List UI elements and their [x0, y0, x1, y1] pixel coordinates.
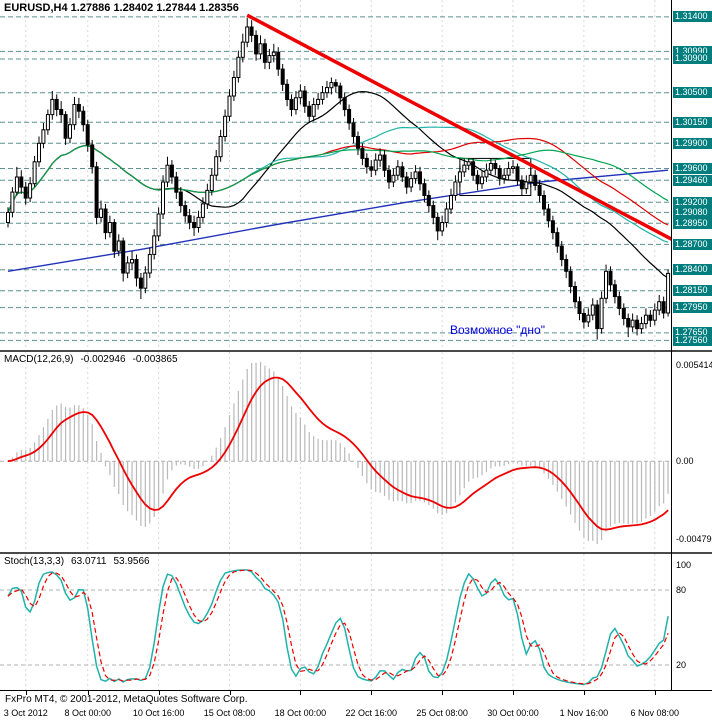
time-axis-label: 6 Nov 08:00 — [630, 708, 680, 718]
price-level-label: 1.30900 — [673, 53, 712, 65]
time-axis-label: 18 Oct 00:00 — [274, 708, 327, 718]
macd-panel[interactable]: MACD(12,26,9) -0.002946 -0.003865 0.005414… — [0, 352, 712, 552]
time-tick — [25, 691, 27, 695]
macd-label: MACD(12,26,9) -0.002946 -0.003865 — [4, 354, 185, 365]
price-level-label: 1.28400 — [673, 264, 712, 276]
macd-axis-max: 0.005414 — [676, 360, 712, 370]
price-level-label: 1.28950 — [673, 217, 712, 229]
price-level-label: 1.30990 — [673, 45, 712, 57]
panel-divider[interactable] — [0, 350, 712, 352]
price-chart-panel[interactable]: EURUSD,H4 1.27886 1.28402 1.27844 1.2835… — [0, 0, 712, 350]
time-axis[interactable]: FxPro MT4, © 2001-2012, MetaQuotes Softw… — [0, 691, 712, 727]
time-tick — [87, 691, 89, 695]
time-axis-label: 8 Oct 00:00 — [64, 708, 111, 718]
price-level-label: 1.30500 — [673, 87, 712, 99]
panel-divider[interactable] — [0, 552, 712, 554]
macd-plot[interactable] — [0, 352, 671, 552]
time-tick — [158, 691, 160, 695]
price-level-label: 1.29200 — [673, 196, 712, 208]
price-level-label: 1.28700 — [673, 238, 712, 250]
stochastic-plot[interactable] — [0, 554, 671, 690]
time-tick — [513, 691, 515, 695]
price-level-label: 1.29460 — [673, 174, 712, 186]
time-axis-label: 3 Oct 2012 — [3, 708, 48, 718]
time-axis-label: 22 Oct 16:00 — [345, 708, 398, 718]
stoch-name: Stoch(13,3,3) — [4, 556, 65, 567]
price-level-label: 1.29080 — [673, 206, 712, 218]
price-level-label: 1.29900 — [673, 137, 712, 149]
stoch-signal-value: 53.9566 — [113, 556, 150, 567]
macd-main-value: -0.002946 — [80, 354, 126, 365]
macd-name: MACD(12,26,9) — [4, 354, 74, 365]
time-axis-label: 25 Oct 08:00 — [416, 708, 468, 718]
stoch-axis-80: 80 — [676, 585, 687, 595]
time-axis-label: 15 Oct 08:00 — [203, 708, 256, 718]
time-axis-label: 30 Oct 00:00 — [487, 708, 539, 718]
time-tick — [300, 691, 302, 695]
price-scale-border — [671, 0, 672, 690]
candlestick-plot[interactable] — [0, 0, 671, 350]
stochastic-panel[interactable]: Stoch(13,3,3) 63.0711 53.9566 100 80 20 — [0, 554, 712, 690]
time-tick — [583, 691, 585, 695]
time-tick — [229, 691, 231, 695]
possible-bottom-annotation: Возможное "дно" — [450, 323, 545, 337]
stoch-axis-100: 100 — [676, 560, 692, 570]
chart-ohlc-title: EURUSD,H4 1.27886 1.28402 1.27844 1.2835… — [4, 2, 239, 14]
price-level-label: 1.27650 — [673, 327, 712, 339]
price-level-label: 1.31400 — [673, 11, 712, 23]
time-axis-label: 10 Oct 16:00 — [132, 708, 185, 718]
macd-axis-zero: 0.00 — [676, 456, 694, 467]
macd-axis-min: -0.004790 — [676, 534, 712, 544]
price-level-label: 1.28150 — [673, 285, 712, 297]
stoch-main-value: 63.0711 — [71, 556, 107, 567]
time-scale-border — [0, 690, 712, 691]
time-tick — [442, 691, 444, 695]
stoch-label: Stoch(13,3,3) 63.0711 53.9566 — [4, 556, 157, 567]
time-tick — [654, 691, 656, 695]
price-level-label: 1.27950 — [673, 302, 712, 314]
price-level-label: 1.27560 — [673, 334, 712, 346]
price-level-label: 1.29600 — [673, 163, 712, 175]
copyright-text: FxPro MT4, © 2001-2012, MetaQuotes Softw… — [5, 694, 248, 705]
time-axis-label: 1 Nov 16:00 — [559, 708, 609, 718]
macd-signal-value: -0.003865 — [132, 354, 178, 365]
time-tick — [371, 691, 373, 695]
price-level-label: 1.30150 — [673, 116, 712, 128]
stoch-axis-20: 20 — [676, 660, 687, 670]
